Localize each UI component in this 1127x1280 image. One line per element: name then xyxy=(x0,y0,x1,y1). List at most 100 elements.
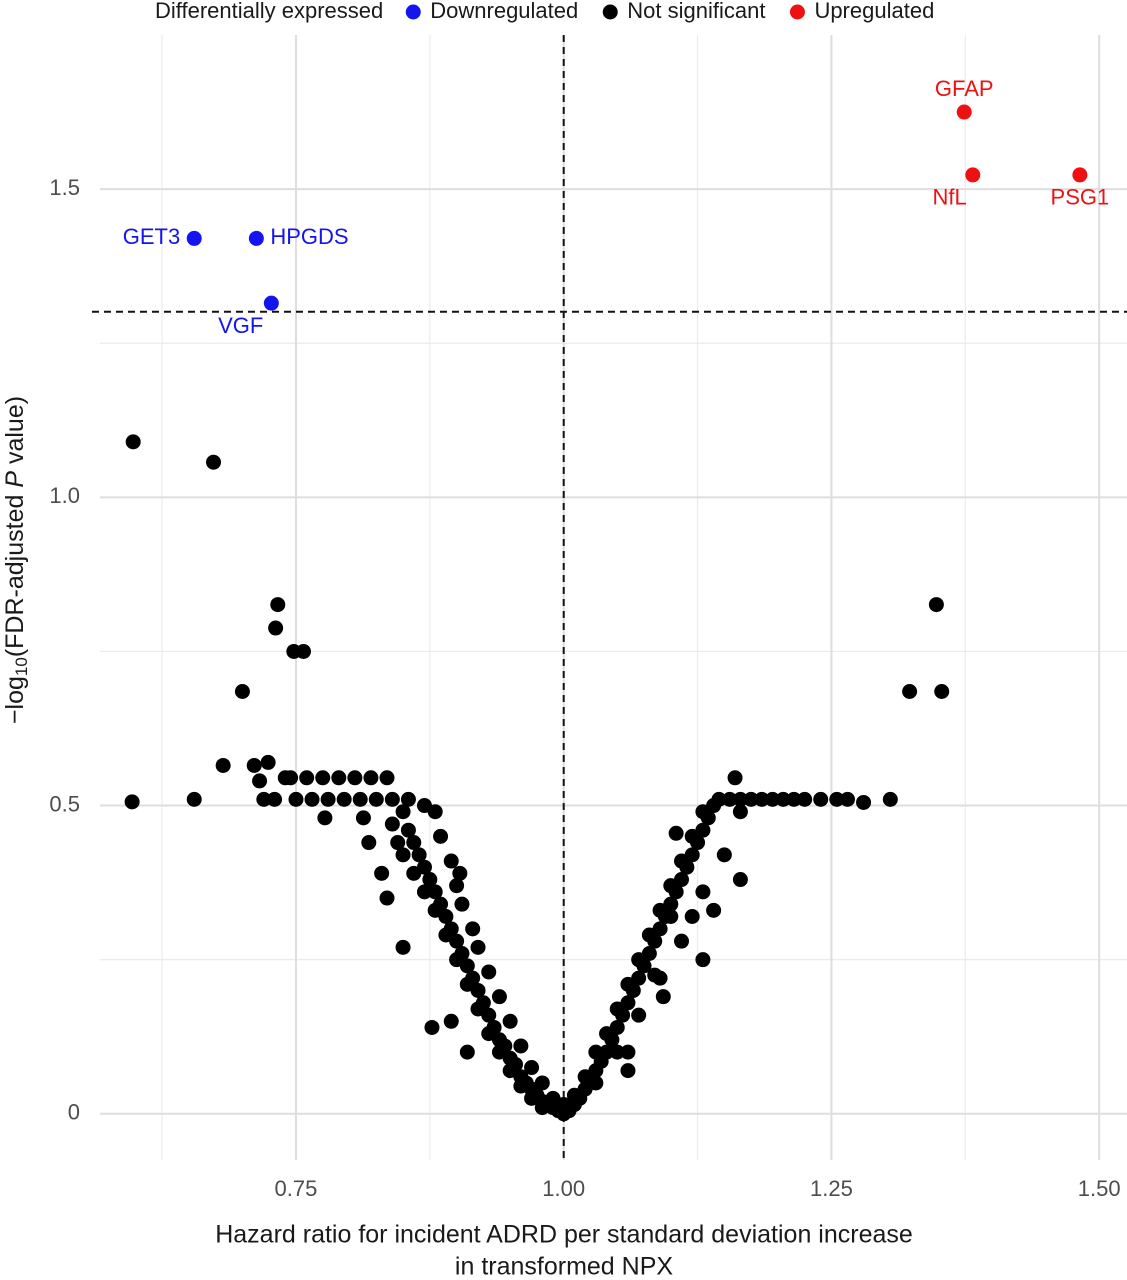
point xyxy=(732,804,748,820)
point xyxy=(336,791,352,807)
point xyxy=(684,828,700,844)
y-tick-label: 0.5 xyxy=(49,791,80,816)
point xyxy=(395,847,411,863)
point xyxy=(295,643,311,659)
point xyxy=(320,791,336,807)
point-label: HPGDS xyxy=(270,224,348,249)
point xyxy=(524,1060,540,1076)
point xyxy=(765,791,781,807)
point xyxy=(775,791,791,807)
point xyxy=(438,927,454,943)
reference-lines xyxy=(92,35,1127,1160)
y-tick-label: 1.5 xyxy=(49,175,80,200)
point xyxy=(368,791,384,807)
point xyxy=(443,853,459,869)
point xyxy=(206,454,222,470)
point xyxy=(347,770,363,786)
point xyxy=(716,847,732,863)
point xyxy=(424,1019,440,1035)
y-tick-label: 1.0 xyxy=(49,483,80,508)
legend-marker xyxy=(789,4,805,20)
point xyxy=(620,1044,636,1060)
point xyxy=(902,684,918,700)
point xyxy=(454,896,470,912)
point xyxy=(268,620,284,636)
point xyxy=(502,1013,518,1029)
point xyxy=(395,939,411,955)
point xyxy=(588,1075,604,1091)
point xyxy=(727,770,743,786)
point xyxy=(829,791,845,807)
point-label: VGF xyxy=(218,313,263,338)
point xyxy=(352,791,368,807)
point xyxy=(711,791,727,807)
point xyxy=(786,791,802,807)
point xyxy=(732,872,748,888)
point xyxy=(379,770,395,786)
x-tick-label: 1.50 xyxy=(1078,1176,1121,1201)
point xyxy=(449,878,465,894)
point xyxy=(513,1038,529,1054)
y-title-italic: P xyxy=(1,471,29,488)
point xyxy=(465,921,481,937)
point xyxy=(481,1026,497,1042)
point xyxy=(684,909,700,925)
point xyxy=(267,791,283,807)
point xyxy=(390,835,406,851)
point xyxy=(374,865,390,881)
point xyxy=(620,976,636,992)
point xyxy=(331,770,347,786)
x-axis-title: Hazard ratio for incident ADRD per stand… xyxy=(215,1221,913,1249)
point xyxy=(797,791,813,807)
point xyxy=(609,1044,625,1060)
point xyxy=(609,1001,625,1017)
point xyxy=(246,757,262,773)
legend-label: Not significant xyxy=(627,0,765,23)
point xyxy=(566,1087,582,1103)
legend-label: Downregulated xyxy=(430,0,578,23)
legend-marker xyxy=(602,4,618,20)
point xyxy=(384,816,400,832)
point xyxy=(395,804,411,820)
point xyxy=(252,773,268,789)
y-title-subscript: 10 xyxy=(12,657,31,676)
point xyxy=(839,791,855,807)
point xyxy=(355,810,371,826)
point xyxy=(270,597,286,613)
point xyxy=(315,770,331,786)
point xyxy=(534,1100,550,1116)
point xyxy=(965,167,981,183)
point xyxy=(856,794,872,810)
point xyxy=(400,822,416,838)
point xyxy=(384,791,400,807)
point-label: GET3 xyxy=(123,224,180,249)
x-tick-label: 0.75 xyxy=(275,1176,318,1201)
point xyxy=(934,684,950,700)
point xyxy=(248,230,264,246)
point xyxy=(427,804,443,820)
point xyxy=(406,835,422,851)
point xyxy=(599,1044,615,1060)
point xyxy=(361,835,377,851)
point xyxy=(956,104,972,120)
point xyxy=(317,810,333,826)
point xyxy=(433,828,449,844)
point xyxy=(556,1097,572,1113)
point xyxy=(125,434,141,450)
x-tick-label: 1.25 xyxy=(810,1176,853,1201)
legend-label: Upregulated xyxy=(814,0,934,23)
point xyxy=(620,1063,636,1079)
point xyxy=(304,791,320,807)
point xyxy=(524,1090,540,1106)
point xyxy=(1072,167,1088,183)
point xyxy=(186,791,202,807)
x-axis-title: in transformed NPX xyxy=(455,1253,673,1280)
point xyxy=(743,791,759,807)
point xyxy=(288,791,304,807)
point xyxy=(928,597,944,613)
point xyxy=(641,927,657,943)
y-axis-title: −log10(FDR-adjusted P value) xyxy=(1,396,32,724)
y-title-part: −log xyxy=(1,676,29,724)
point xyxy=(631,1007,647,1023)
